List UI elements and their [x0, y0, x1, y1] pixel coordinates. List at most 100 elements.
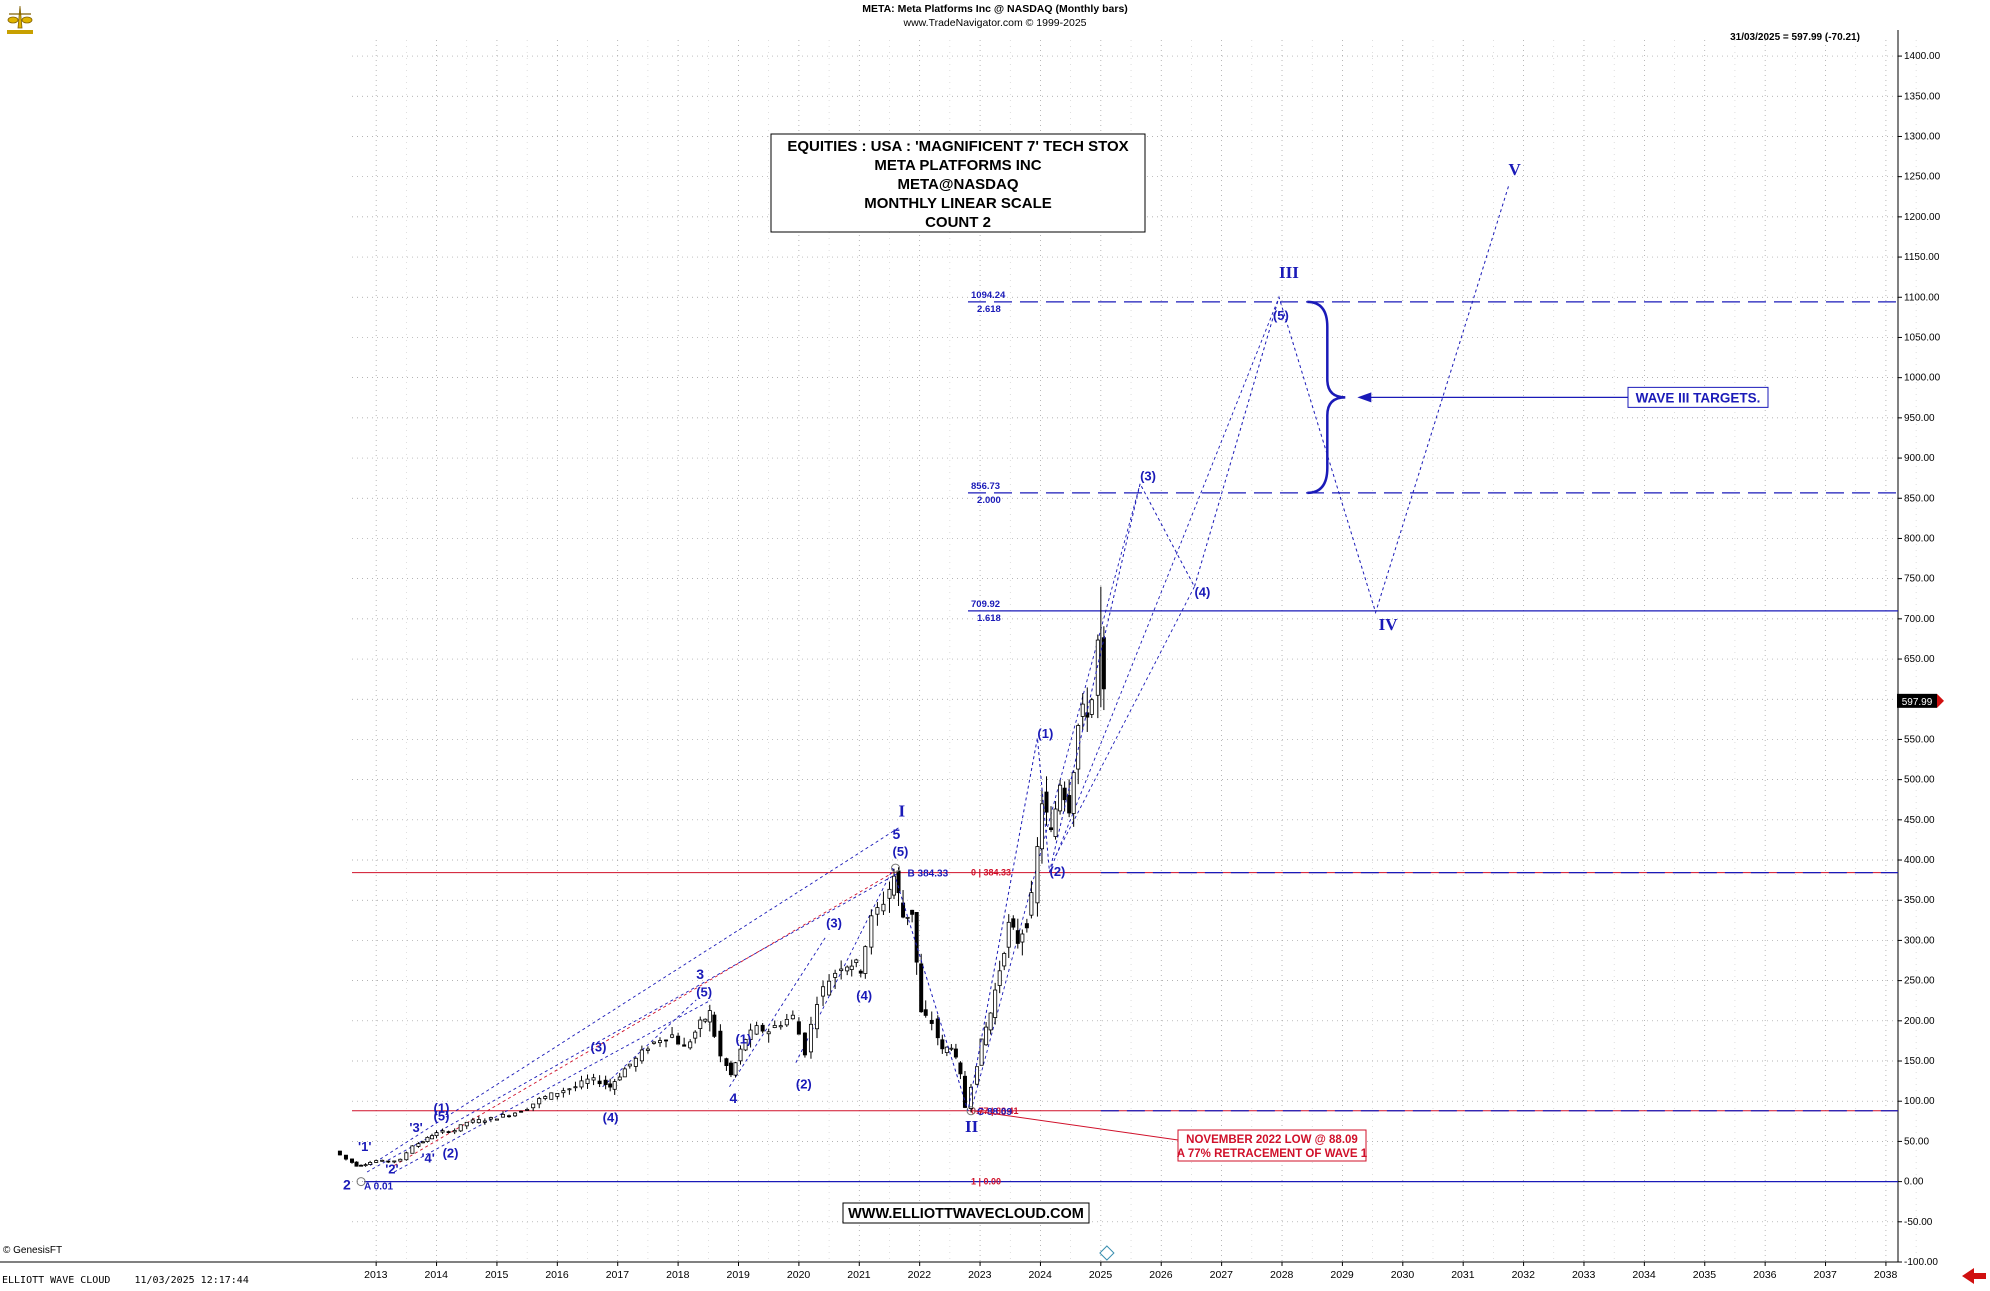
wave-label: 4 — [729, 1090, 737, 1106]
candle-body — [573, 1086, 578, 1089]
y-tick-label: 1400.00 — [1904, 51, 1941, 62]
wave-iii-targets-box — [1627, 386, 1769, 408]
candle-body — [815, 1004, 820, 1030]
candle-body — [567, 1088, 572, 1091]
x-tick-label: 2018 — [666, 1269, 690, 1281]
candle-body — [833, 972, 838, 978]
candle-body — [651, 1041, 656, 1044]
candle-body — [476, 1119, 481, 1124]
y-tick-label: 700.00 — [1904, 614, 1935, 625]
candle-body — [845, 966, 850, 972]
y-tick-label: 950.00 — [1904, 413, 1935, 424]
candle-body — [821, 986, 826, 997]
candle-body — [676, 1035, 681, 1045]
candle-body — [664, 1039, 669, 1042]
candle-body — [875, 907, 880, 915]
x-tick-label: 2013 — [364, 1269, 388, 1281]
candle-body — [597, 1080, 602, 1085]
candle-body — [549, 1092, 554, 1100]
candle-body — [458, 1124, 463, 1132]
candle-body — [698, 1019, 703, 1030]
wave-iii-arrowhead — [1357, 392, 1372, 403]
candle-body — [410, 1145, 415, 1154]
wave-label: III — [1279, 263, 1299, 282]
y-tick-label: 150.00 — [1904, 1056, 1935, 1067]
candle-body — [935, 1018, 940, 1039]
candle-body — [561, 1090, 566, 1094]
title-box-line: META PLATFORMS INC — [874, 157, 1041, 174]
candle-body — [343, 1154, 348, 1160]
candle-body — [500, 1114, 505, 1118]
y-tick-label: 1150.00 — [1904, 252, 1940, 263]
candle-body — [657, 1040, 662, 1044]
title-box-line: META@NASDAQ — [897, 176, 1018, 193]
candle-body — [703, 1018, 708, 1022]
candle-body — [1067, 795, 1072, 814]
x-tick-label: 2022 — [908, 1269, 932, 1281]
candle-body — [452, 1130, 457, 1133]
candle-body — [975, 1066, 980, 1085]
candle-body — [1062, 787, 1067, 801]
candle-body — [808, 1023, 813, 1053]
wave-label: 3 — [696, 966, 704, 982]
candle-body — [670, 1034, 675, 1038]
candle-body — [525, 1109, 530, 1111]
wave-iii-targets-label: WAVE III TARGETS. — [1636, 390, 1761, 405]
candle-body — [608, 1083, 613, 1088]
candle-body — [420, 1141, 425, 1144]
y-tick-label: 1250.00 — [1904, 172, 1941, 183]
wave-label: (1) — [434, 1100, 450, 1115]
price-tag-label: 597.99 — [1902, 697, 1933, 708]
candle-body — [688, 1041, 693, 1049]
candle-body — [1024, 923, 1029, 929]
candle-body — [953, 1048, 958, 1058]
candle-body — [910, 909, 915, 915]
x-tick-label: 2038 — [1874, 1269, 1898, 1281]
candle-body — [359, 1164, 364, 1167]
x-tick-label: 2030 — [1391, 1269, 1415, 1281]
candle-body — [1058, 784, 1063, 812]
x-tick-label: 2020 — [787, 1269, 811, 1281]
candle-body — [693, 1031, 698, 1039]
candle-body — [802, 1032, 807, 1056]
channel-line — [369, 827, 899, 1166]
candle-body — [612, 1081, 617, 1090]
fib-ratio-label: 1.618 — [977, 613, 1001, 624]
candle-body — [1002, 953, 1007, 967]
candle-body — [603, 1079, 608, 1085]
x-tick-label: 2016 — [545, 1269, 569, 1281]
candle-body — [778, 1025, 783, 1028]
x-tick-label: 2023 — [968, 1269, 992, 1281]
x-tick-label: 2015 — [485, 1269, 509, 1281]
candle-body — [354, 1161, 359, 1167]
candle-body — [923, 1009, 928, 1016]
candle-body — [962, 1075, 967, 1108]
candle-body — [645, 1048, 650, 1051]
candle-body — [1044, 791, 1049, 813]
candle-body — [760, 1024, 765, 1032]
fib-ratio-label: 2.618 — [977, 304, 1001, 315]
candle-body — [1006, 921, 1011, 948]
y-tick-label: 400.00 — [1904, 855, 1935, 866]
candle-body — [896, 870, 901, 894]
low-annotation-pointer — [973, 1110, 1179, 1141]
channel-line — [394, 999, 712, 1173]
channel-line — [1049, 297, 1280, 873]
candle-body — [993, 989, 998, 1018]
x-tick-label: 2017 — [606, 1269, 630, 1281]
y-tick-label: -100.00 — [1904, 1257, 1938, 1268]
candle-body — [591, 1077, 596, 1081]
candle-body — [1080, 703, 1085, 717]
copyright-label: © GenesisFT — [3, 1245, 63, 1256]
logo-icon — [3, 2, 37, 36]
y-tick-label: 100.00 — [1904, 1096, 1935, 1107]
candle-body — [958, 1062, 963, 1075]
x-tick-label: 2031 — [1451, 1269, 1475, 1281]
candle-body — [988, 1012, 993, 1031]
candle-body — [1020, 933, 1025, 943]
candle-body — [919, 963, 924, 1013]
candle-body — [1101, 637, 1106, 690]
x-tick-label: 2026 — [1149, 1269, 1173, 1281]
candle-body — [434, 1132, 439, 1137]
y-tick-label: 900.00 — [1904, 453, 1935, 464]
